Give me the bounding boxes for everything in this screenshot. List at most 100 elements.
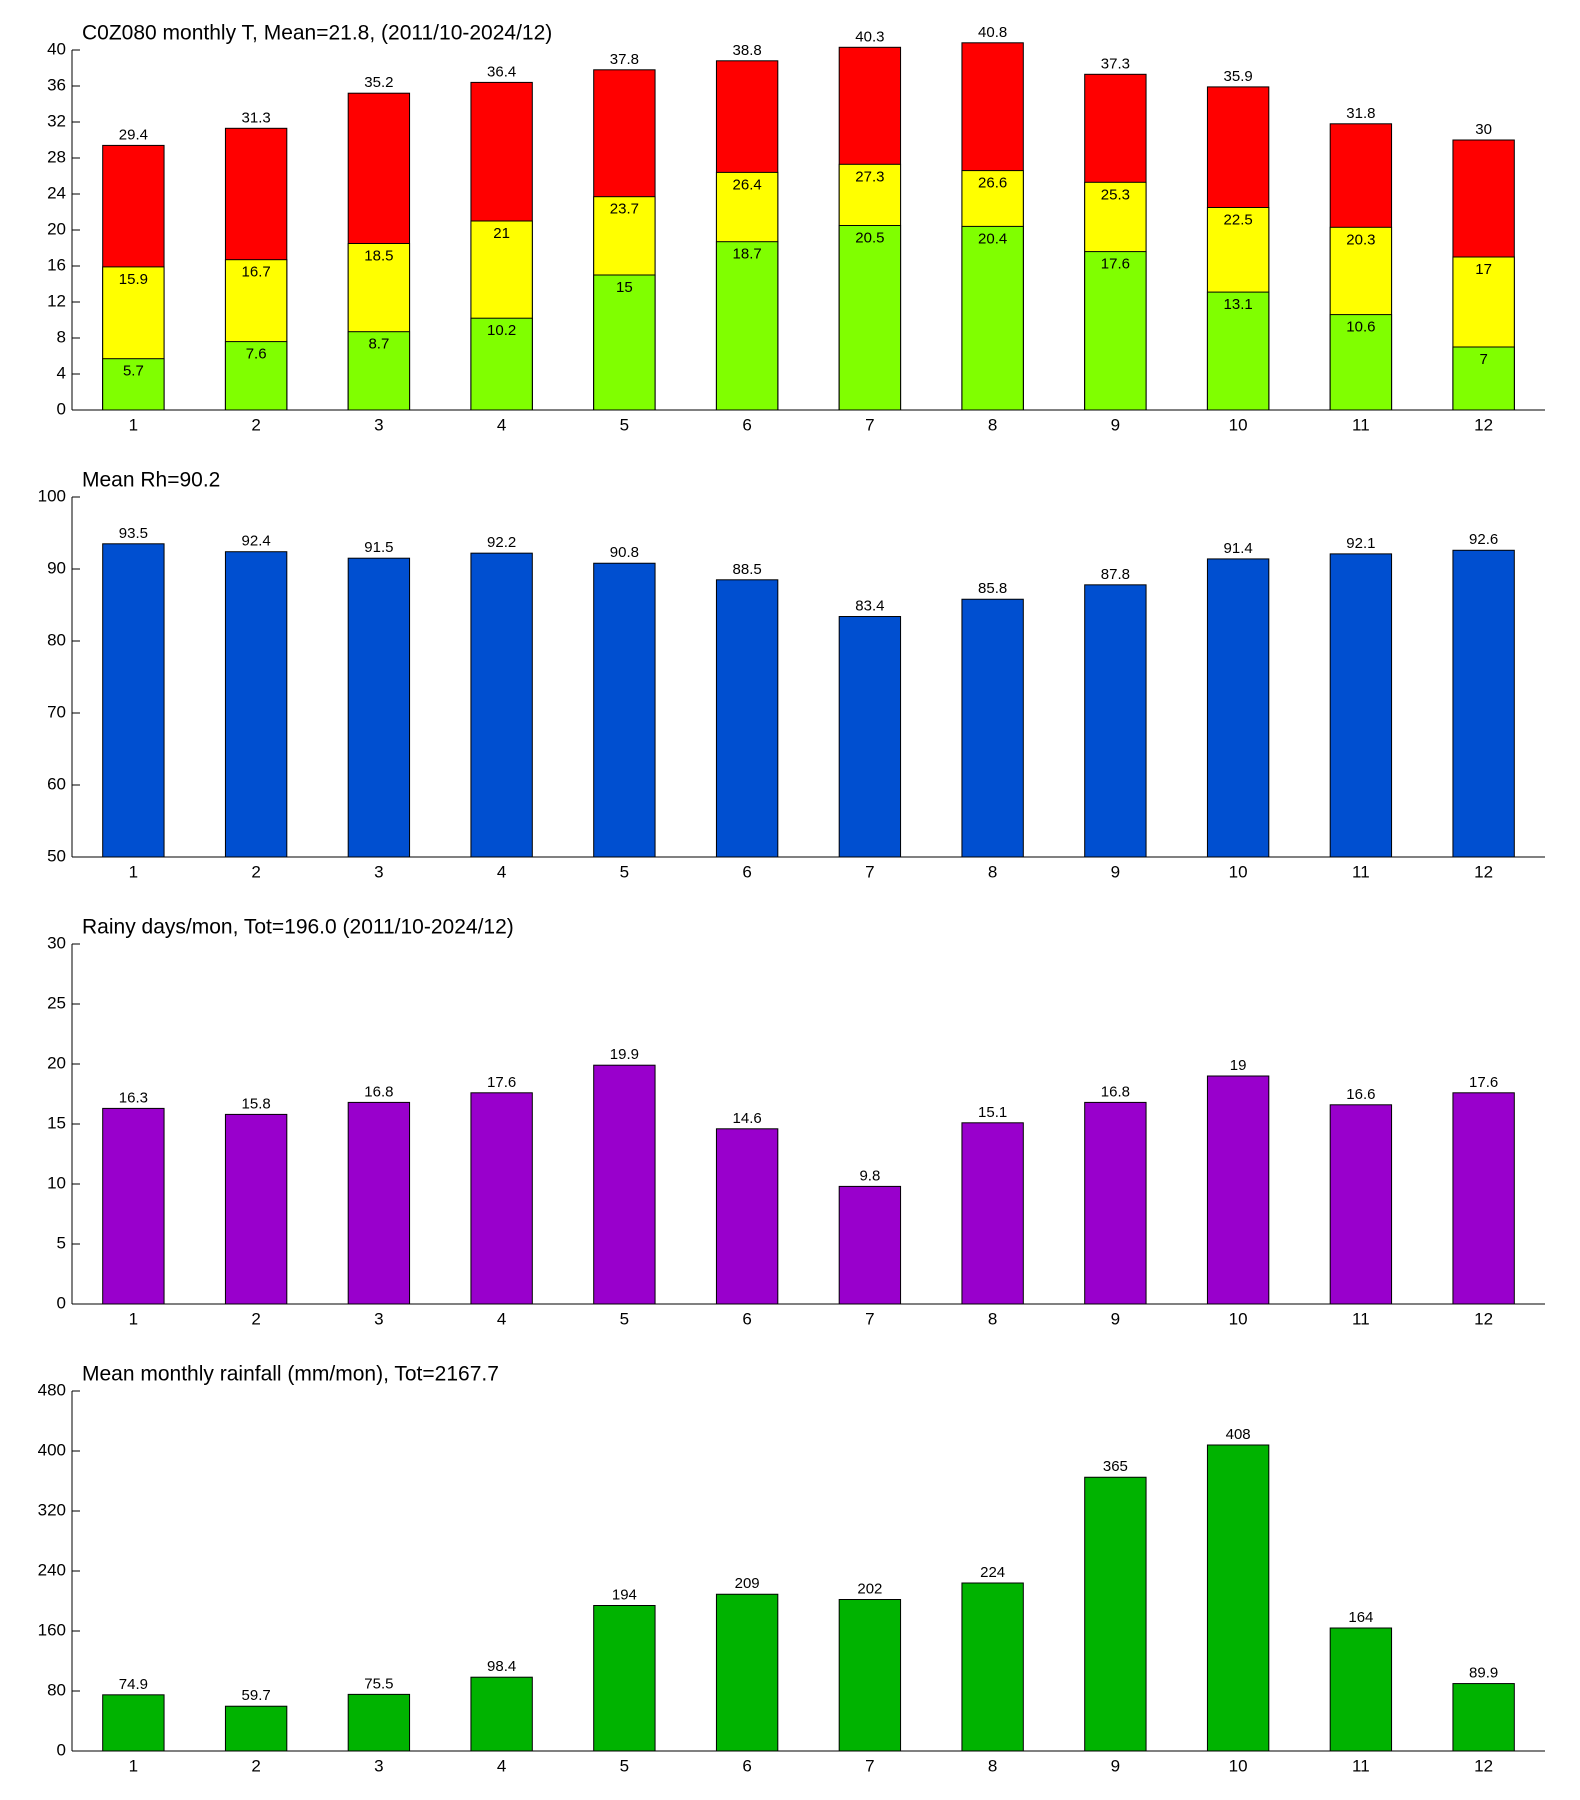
value-label: 15.1 bbox=[978, 1104, 1007, 1121]
value-label: 209 bbox=[735, 1575, 760, 1592]
bar bbox=[1329, 1104, 1393, 1305]
value-label: 19 bbox=[1230, 1057, 1247, 1074]
bar bbox=[1084, 584, 1147, 858]
y-tick-label: 5 bbox=[57, 1233, 66, 1252]
y-tick-label: 160 bbox=[38, 1620, 66, 1639]
bar bbox=[961, 225, 1024, 411]
y-tick-label: 70 bbox=[47, 702, 66, 721]
value-label: 19.9 bbox=[610, 1046, 639, 1063]
value-label: 8.7 bbox=[368, 336, 389, 353]
value-label: 15.8 bbox=[242, 1095, 271, 1112]
value-label: 31.8 bbox=[1346, 105, 1375, 122]
y-tick-label: 16 bbox=[47, 255, 66, 274]
bar bbox=[1206, 1075, 1270, 1305]
x-tick-label: 9 bbox=[1111, 415, 1120, 434]
value-label: 194 bbox=[612, 1586, 637, 1603]
bar bbox=[1329, 1627, 1393, 1752]
x-tick-label: 11 bbox=[1352, 862, 1370, 881]
bar bbox=[470, 552, 533, 858]
bar bbox=[347, 557, 411, 858]
x-tick-label: 8 bbox=[988, 1756, 997, 1775]
bar bbox=[224, 341, 288, 411]
value-label: 202 bbox=[857, 1580, 882, 1597]
value-label: 87.8 bbox=[1101, 566, 1130, 583]
value-label: 93.5 bbox=[119, 525, 148, 542]
x-tick-label: 6 bbox=[742, 1756, 751, 1775]
x-tick-label: 12 bbox=[1474, 1756, 1493, 1775]
bar bbox=[593, 1605, 656, 1752]
x-tick-label: 8 bbox=[988, 415, 997, 434]
bar bbox=[838, 225, 902, 411]
bar bbox=[961, 1122, 1024, 1305]
x-tick-label: 1 bbox=[129, 415, 138, 434]
value-label: 16.3 bbox=[119, 1089, 148, 1106]
x-tick-label: 10 bbox=[1229, 1309, 1248, 1328]
value-label: 74.9 bbox=[119, 1676, 148, 1693]
x-tick-label: 5 bbox=[620, 1756, 629, 1775]
value-label: 7.6 bbox=[246, 346, 267, 363]
y-tick-label: 0 bbox=[57, 1293, 66, 1312]
x-tick-label: 5 bbox=[620, 415, 629, 434]
y-tick-label: 400 bbox=[38, 1440, 66, 1459]
value-label: 17.6 bbox=[1101, 256, 1130, 273]
y-tick-label: 30 bbox=[47, 933, 66, 952]
value-label: 18.5 bbox=[364, 247, 393, 264]
x-tick-label: 2 bbox=[251, 1309, 260, 1328]
y-tick-label: 480 bbox=[38, 1380, 66, 1399]
y-tick-label: 25 bbox=[47, 993, 66, 1012]
value-label: 164 bbox=[1348, 1609, 1373, 1626]
value-label: 40.8 bbox=[978, 24, 1007, 41]
bar bbox=[347, 1693, 411, 1752]
y-tick-label: 36 bbox=[47, 75, 66, 94]
value-label: 23.7 bbox=[610, 201, 639, 218]
y-tick-label: 100 bbox=[38, 486, 66, 505]
value-label: 20.5 bbox=[855, 229, 884, 246]
bar bbox=[347, 1101, 411, 1305]
value-label: 26.4 bbox=[733, 176, 762, 193]
y-tick-label: 8 bbox=[57, 327, 66, 346]
bar bbox=[1206, 1444, 1270, 1752]
value-label: 37.3 bbox=[1101, 55, 1130, 72]
value-label: 20.4 bbox=[978, 230, 1007, 247]
x-tick-label: 6 bbox=[742, 1309, 751, 1328]
value-label: 35.2 bbox=[364, 74, 393, 91]
value-label: 26.6 bbox=[978, 175, 1007, 192]
x-tick-label: 7 bbox=[865, 415, 874, 434]
value-label: 27.3 bbox=[855, 168, 884, 185]
y-tick-label: 28 bbox=[47, 147, 66, 166]
y-tick-label: 60 bbox=[47, 774, 66, 793]
bar bbox=[1084, 1476, 1147, 1752]
x-tick-label: 9 bbox=[1111, 862, 1120, 881]
y-tick-label: 20 bbox=[47, 219, 66, 238]
x-tick-label: 11 bbox=[1352, 1309, 1370, 1328]
x-tick-label: 12 bbox=[1474, 415, 1493, 434]
bar bbox=[593, 1064, 656, 1305]
bar bbox=[224, 1113, 288, 1305]
value-label: 20.3 bbox=[1346, 231, 1375, 248]
value-label: 35.9 bbox=[1224, 68, 1253, 85]
x-tick-label: 5 bbox=[620, 862, 629, 881]
x-tick-label: 9 bbox=[1111, 1309, 1120, 1328]
x-tick-label: 11 bbox=[1352, 415, 1370, 434]
x-tick-label: 10 bbox=[1229, 862, 1248, 881]
bar bbox=[102, 1107, 165, 1305]
y-tick-label: 80 bbox=[47, 1680, 66, 1699]
x-tick-label: 4 bbox=[497, 1309, 506, 1328]
value-label: 365 bbox=[1103, 1458, 1128, 1475]
value-label: 83.4 bbox=[855, 597, 884, 614]
value-label: 88.5 bbox=[733, 561, 762, 578]
bar bbox=[961, 598, 1024, 858]
bar bbox=[715, 579, 779, 858]
value-label: 17.6 bbox=[487, 1074, 516, 1091]
x-tick-label: 8 bbox=[988, 1309, 997, 1328]
value-label: 408 bbox=[1226, 1426, 1251, 1443]
y-tick-label: 240 bbox=[38, 1560, 66, 1579]
bar bbox=[1084, 1101, 1147, 1305]
bar bbox=[102, 1694, 165, 1752]
x-tick-label: 3 bbox=[374, 1309, 383, 1328]
x-tick-label: 2 bbox=[251, 862, 260, 881]
value-label: 40.3 bbox=[855, 28, 884, 45]
bar bbox=[470, 1676, 533, 1752]
value-label: 14.6 bbox=[733, 1110, 762, 1127]
value-label: 92.1 bbox=[1346, 535, 1375, 552]
